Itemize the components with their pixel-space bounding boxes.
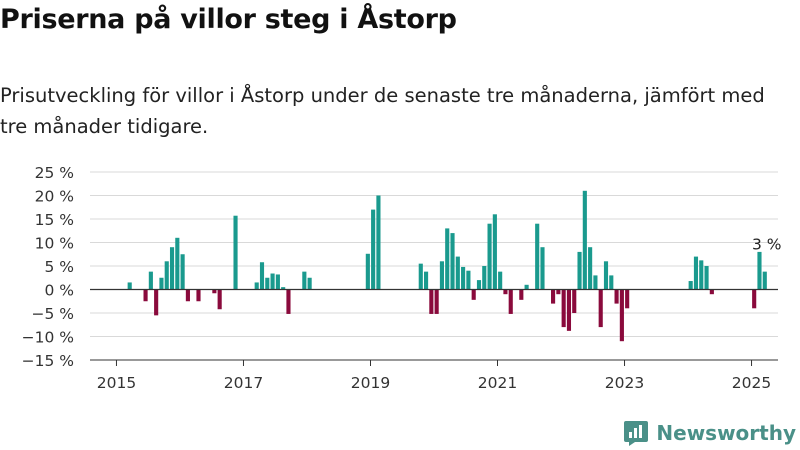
bar [487,223,492,290]
bar [693,256,699,290]
y-tick-label: 5 % [44,258,74,276]
bar [127,282,132,290]
bar [709,289,714,295]
bar [508,289,513,314]
y-axis-labels: 25 % 20 % 15 % 10 % 5 % 0 % −5 % −10 % −15 % [22,164,74,370]
bar [556,289,561,295]
x-axis-labels: 2015 2017 2019 2021 2023 2025 [97,360,771,390]
bar [492,214,497,290]
bar [212,289,217,294]
y-tick-label: −5 % [31,305,74,323]
bars [127,190,767,342]
bar [185,289,190,302]
x-tick-label: 2019 [351,374,390,390]
chart-subtitle: Prisutveckling för villor i Åstorp under… [0,84,765,138]
bar [302,271,307,290]
brand-name: Newsworthy [656,421,796,445]
bar [259,262,265,290]
bar [524,284,529,290]
bar [598,289,603,328]
bar [551,289,556,304]
bar [476,280,482,290]
bar [169,247,175,290]
y-tick-label: 20 % [35,188,74,206]
bar [371,209,376,290]
bar [609,275,614,290]
x-tick-label: 2023 [605,374,644,390]
bar [561,289,566,328]
bar [699,260,704,290]
bar [752,289,757,309]
bar [619,289,624,342]
bar [434,289,439,314]
bar [270,273,275,290]
price-change-chart: 25 % 20 % 15 % 10 % 5 % 0 % −5 % −10 % −15 % 201… [22,164,782,390]
bar [482,266,487,290]
bar [582,190,587,290]
bar [572,289,577,313]
bar [466,270,471,290]
bar [704,266,709,290]
bar [376,195,381,290]
bar [566,289,572,331]
bar [365,253,370,290]
bar [461,266,466,290]
bar [429,289,434,314]
bar [593,275,598,290]
y-tick-label: 10 % [35,235,74,253]
bar [688,281,693,290]
bar [265,277,270,290]
y-tick-label: 0 % [44,282,74,300]
bar [577,251,582,290]
bar [762,271,767,290]
bar [254,282,259,290]
y-tick-label: −10 % [22,329,74,347]
x-tick-label: 2015 [97,374,136,390]
bar [175,237,180,290]
bar [307,277,312,290]
bar [423,271,429,290]
bar [603,261,609,290]
gridlines [90,171,778,361]
bar [471,289,476,300]
x-tick-label: 2021 [478,374,517,390]
bar [450,233,455,290]
bar [757,251,762,290]
bar [455,256,460,290]
bar-chart-logo-icon [624,421,649,446]
chart-title: Priserna på villor steg i Åstorp [0,4,457,35]
bar [614,289,619,304]
y-tick-label: 15 % [35,211,74,229]
bar [535,223,540,290]
bar [159,277,164,290]
y-tick-label: 25 % [35,164,74,182]
bar [418,263,423,290]
bar [281,287,286,290]
bar [196,289,201,302]
bar [498,271,503,290]
bar [180,254,185,290]
bar [519,289,524,300]
x-tick-label: 2017 [224,374,263,390]
bar [439,261,445,290]
bar [625,289,630,309]
x-tick-label: 2025 [732,374,771,390]
bar [275,274,280,290]
brand: Newsworthy [623,420,796,446]
bar [503,289,508,295]
bar [445,228,450,290]
bar [540,247,545,290]
bar [164,261,169,290]
bar [143,289,148,302]
bar [148,271,153,290]
value-annotation: 3 % [752,235,782,253]
bar [217,289,222,310]
bar [154,289,159,316]
bar [233,215,238,290]
bar [588,247,593,290]
bar [286,289,291,314]
y-tick-label: −15 % [22,352,74,370]
